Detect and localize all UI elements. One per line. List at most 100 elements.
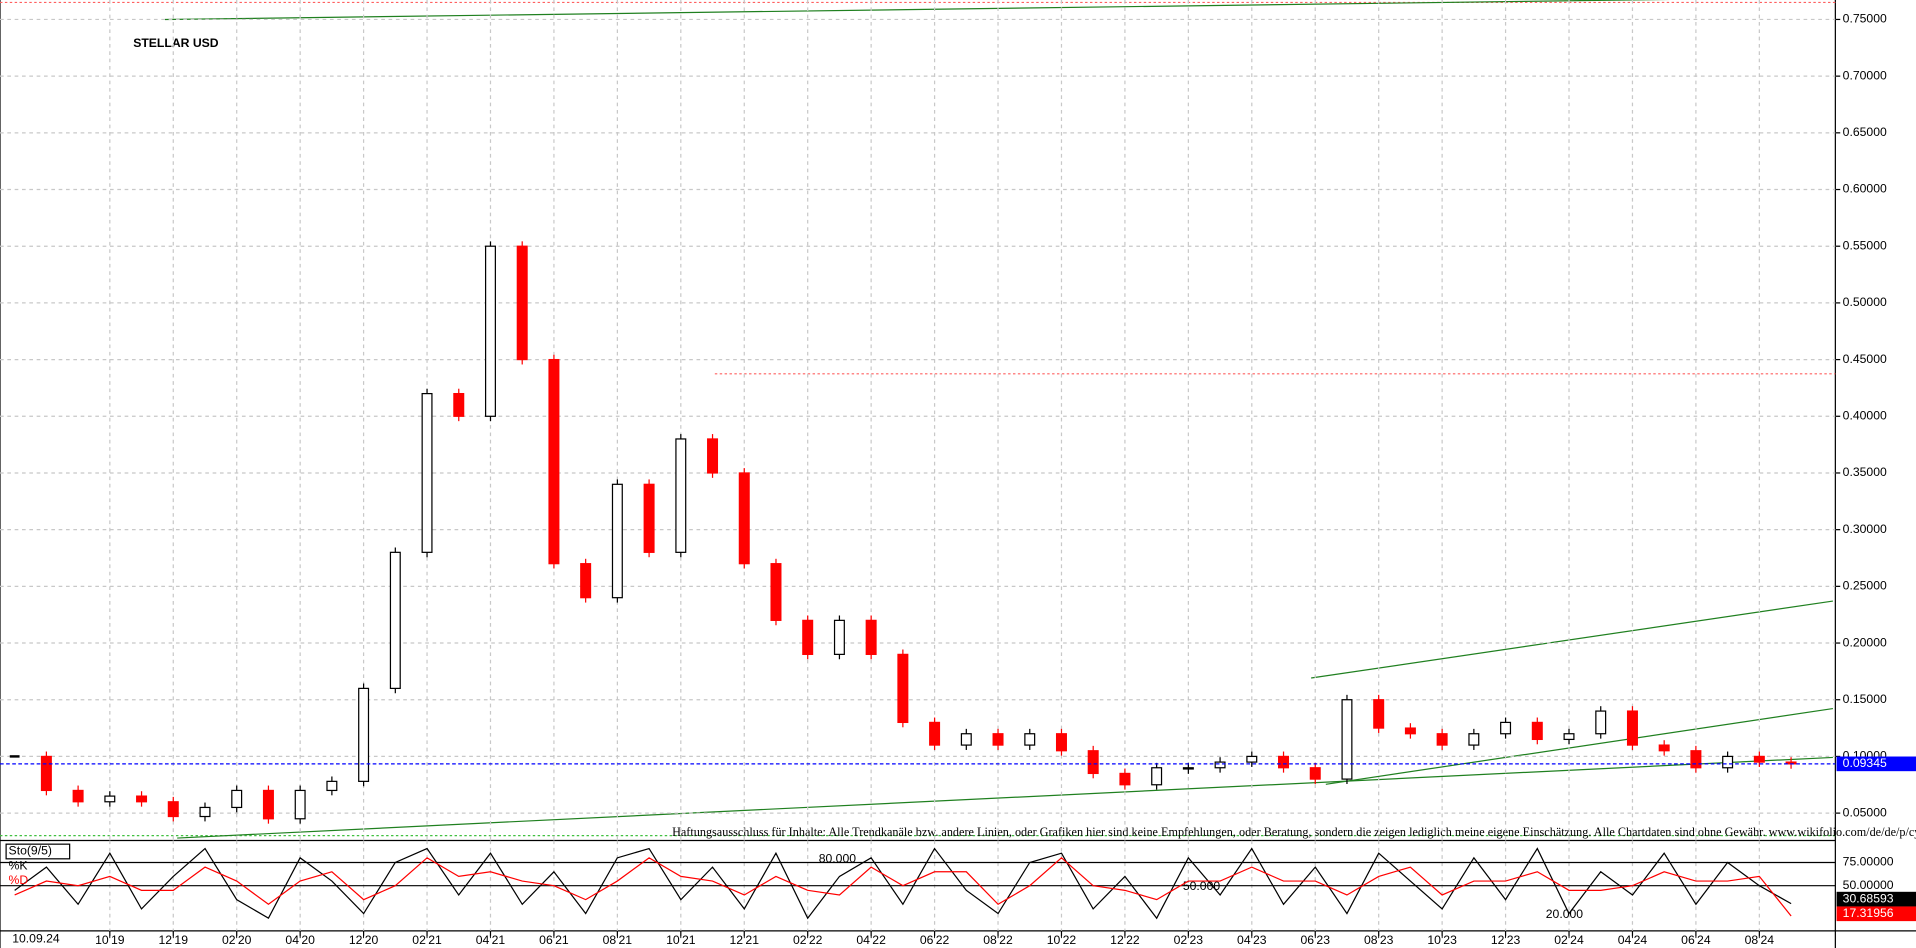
candle-body xyxy=(1278,755,1290,769)
last-price-box xyxy=(1836,756,1916,772)
x-tick-label: 02'24 xyxy=(1554,933,1584,947)
x-tick-label: 06'22 xyxy=(920,933,950,947)
y-tick-label: 0.20000 xyxy=(1843,635,1887,649)
candle-body xyxy=(1341,699,1353,780)
candle-body xyxy=(1595,710,1607,735)
candle-body xyxy=(833,619,845,655)
candle-body xyxy=(580,563,592,599)
candle-body xyxy=(643,483,655,553)
x-tick-label: 12'23 xyxy=(1491,933,1521,947)
x-tick-label: 02'21 xyxy=(412,933,442,947)
candle-body xyxy=(167,801,179,818)
x-tick-label: 08'24 xyxy=(1745,933,1775,947)
x-tick-label: 12'21 xyxy=(730,933,760,947)
legend-label: %K xyxy=(9,858,28,872)
candle-body xyxy=(1055,733,1067,752)
x-tick-label: 08'22 xyxy=(983,933,1013,947)
candle-body xyxy=(1246,755,1258,763)
y-tick-label: 0.50000 xyxy=(1843,295,1887,309)
candle-body xyxy=(865,619,877,655)
trend-line xyxy=(1325,707,1833,785)
candle-body xyxy=(516,245,528,361)
x-tick-label: 12'20 xyxy=(349,933,379,947)
trend-line xyxy=(164,0,1672,21)
candle-body xyxy=(104,795,116,803)
candle-body xyxy=(1119,772,1131,786)
candle-body xyxy=(1373,699,1385,729)
candle-body xyxy=(294,789,306,820)
candle-body xyxy=(1531,721,1543,741)
y-tick-label: 0.35000 xyxy=(1843,465,1887,479)
candle-body xyxy=(1500,721,1512,735)
candle-body xyxy=(770,563,782,621)
candle-body xyxy=(1214,761,1226,769)
candle-body xyxy=(1753,755,1765,763)
candle-body xyxy=(675,438,687,553)
candle-body xyxy=(1404,727,1416,735)
x-tick-label: 06'24 xyxy=(1681,933,1711,947)
candle-body xyxy=(484,245,496,417)
y-tick-label: 0.05000 xyxy=(1843,805,1887,819)
y-tick-label: 0.75000 xyxy=(1843,12,1887,26)
chart-title: STELLAR USD xyxy=(133,36,219,50)
candle-body xyxy=(548,358,560,565)
y-tick-label: 0.60000 xyxy=(1843,182,1887,196)
candle-body xyxy=(1563,733,1575,741)
y-tick-label: 0.30000 xyxy=(1843,522,1887,536)
candle-body xyxy=(1626,710,1638,746)
candle-body xyxy=(40,755,52,792)
y-tick-label: 0.40000 xyxy=(1843,408,1887,422)
candle-body xyxy=(1151,767,1163,786)
x-tick-label: 02'22 xyxy=(793,933,823,947)
candle-body xyxy=(802,619,814,655)
x-tick-label: 10'21 xyxy=(666,933,696,947)
candle-body xyxy=(707,438,719,474)
disclaimer: Haftungsausschluss für Inhalte: Alle Tre… xyxy=(672,825,1916,839)
x-tick-label: 12'19 xyxy=(159,933,189,947)
last-value-label: 30.68593 xyxy=(1843,891,1894,905)
y-tick-label: 0.55000 xyxy=(1843,238,1887,252)
x-tick-label: 04'21 xyxy=(476,933,506,947)
candle-body xyxy=(358,687,370,782)
candle-body xyxy=(1468,733,1480,746)
y-tick-label: 0.70000 xyxy=(1843,68,1887,82)
x-tick-label: 02'23 xyxy=(1174,933,1204,947)
candle-body xyxy=(1436,733,1448,746)
level-label: 80.000 xyxy=(819,851,857,865)
last-price-label: 0.09345 xyxy=(1843,756,1887,770)
x-tick-label: 08'21 xyxy=(603,933,633,947)
last-value-box xyxy=(1836,891,1916,907)
candle-body xyxy=(992,733,1004,746)
candle-body xyxy=(231,789,243,809)
x-tick-label: 08'23 xyxy=(1364,933,1394,947)
indicator-box xyxy=(5,843,71,860)
y-tick-label: 0.45000 xyxy=(1843,352,1887,366)
x-tick-label: 06'21 xyxy=(539,933,569,947)
indicator-title: Sto(9/5) xyxy=(9,844,52,858)
candle-body xyxy=(1658,744,1670,752)
y-tick-label: 0.25000 xyxy=(1843,579,1887,593)
x-tick-label: 04'24 xyxy=(1618,933,1648,947)
candle-body xyxy=(1309,767,1321,780)
x-tick-label: 10'22 xyxy=(1047,933,1077,947)
candle-body xyxy=(1690,750,1702,769)
candle-body xyxy=(136,795,148,803)
trend-line xyxy=(1311,600,1833,679)
candle-body xyxy=(199,806,211,818)
stoch-line xyxy=(14,857,1792,917)
y-tick-label: 0.65000 xyxy=(1843,125,1887,139)
x-tick-label: 12'22 xyxy=(1110,933,1140,947)
level-label: 20.000 xyxy=(1546,907,1584,921)
candle-body xyxy=(738,472,750,565)
y-tick-label: 0.15000 xyxy=(1843,692,1887,706)
last-value-label: 17.31956 xyxy=(1843,906,1894,920)
legend-label: %D xyxy=(9,873,29,887)
candle-body xyxy=(1024,733,1036,746)
y-tick-label: 50.00000 xyxy=(1843,878,1894,892)
candle-body xyxy=(1182,767,1194,770)
trend-line xyxy=(177,756,1833,839)
x-tick-label: 10'19 xyxy=(95,933,125,947)
